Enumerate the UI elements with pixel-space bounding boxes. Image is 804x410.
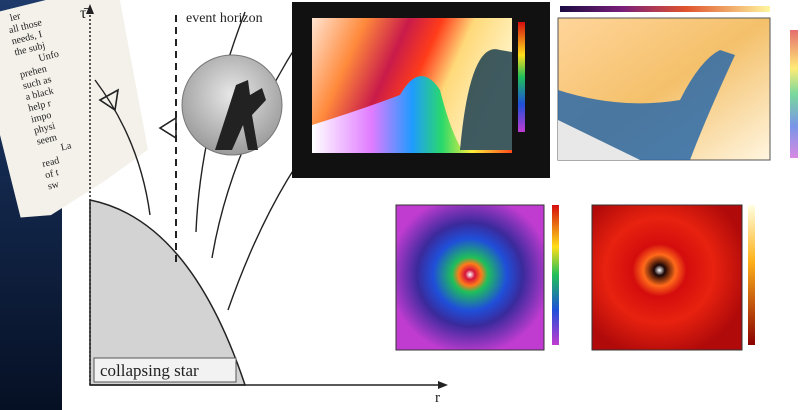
horizon-label: event horizon bbox=[186, 11, 263, 26]
star-region bbox=[90, 200, 245, 385]
plot-panel bbox=[292, 2, 550, 178]
colorbar bbox=[748, 205, 755, 345]
colorbar bbox=[560, 6, 770, 12]
photo bbox=[182, 55, 282, 155]
light-cone bbox=[160, 118, 176, 138]
star-label: collapsing star bbox=[100, 361, 199, 380]
plot-panel bbox=[558, 6, 798, 160]
colorbar bbox=[552, 205, 559, 345]
colorbar bbox=[518, 22, 525, 132]
collage: lerall thoseneeds, Ithe subjUnfoprehensu… bbox=[0, 0, 804, 410]
heatmap bbox=[592, 205, 742, 350]
plot-panel bbox=[592, 205, 755, 350]
plot-panel bbox=[396, 205, 559, 350]
axis-arrow bbox=[438, 381, 448, 389]
page: lerall thoseneeds, Ithe subjUnfoprehensu… bbox=[0, 0, 804, 410]
heatmap bbox=[396, 205, 544, 350]
horizontal-axis-label: r bbox=[435, 390, 440, 406]
colorbar bbox=[790, 30, 798, 158]
